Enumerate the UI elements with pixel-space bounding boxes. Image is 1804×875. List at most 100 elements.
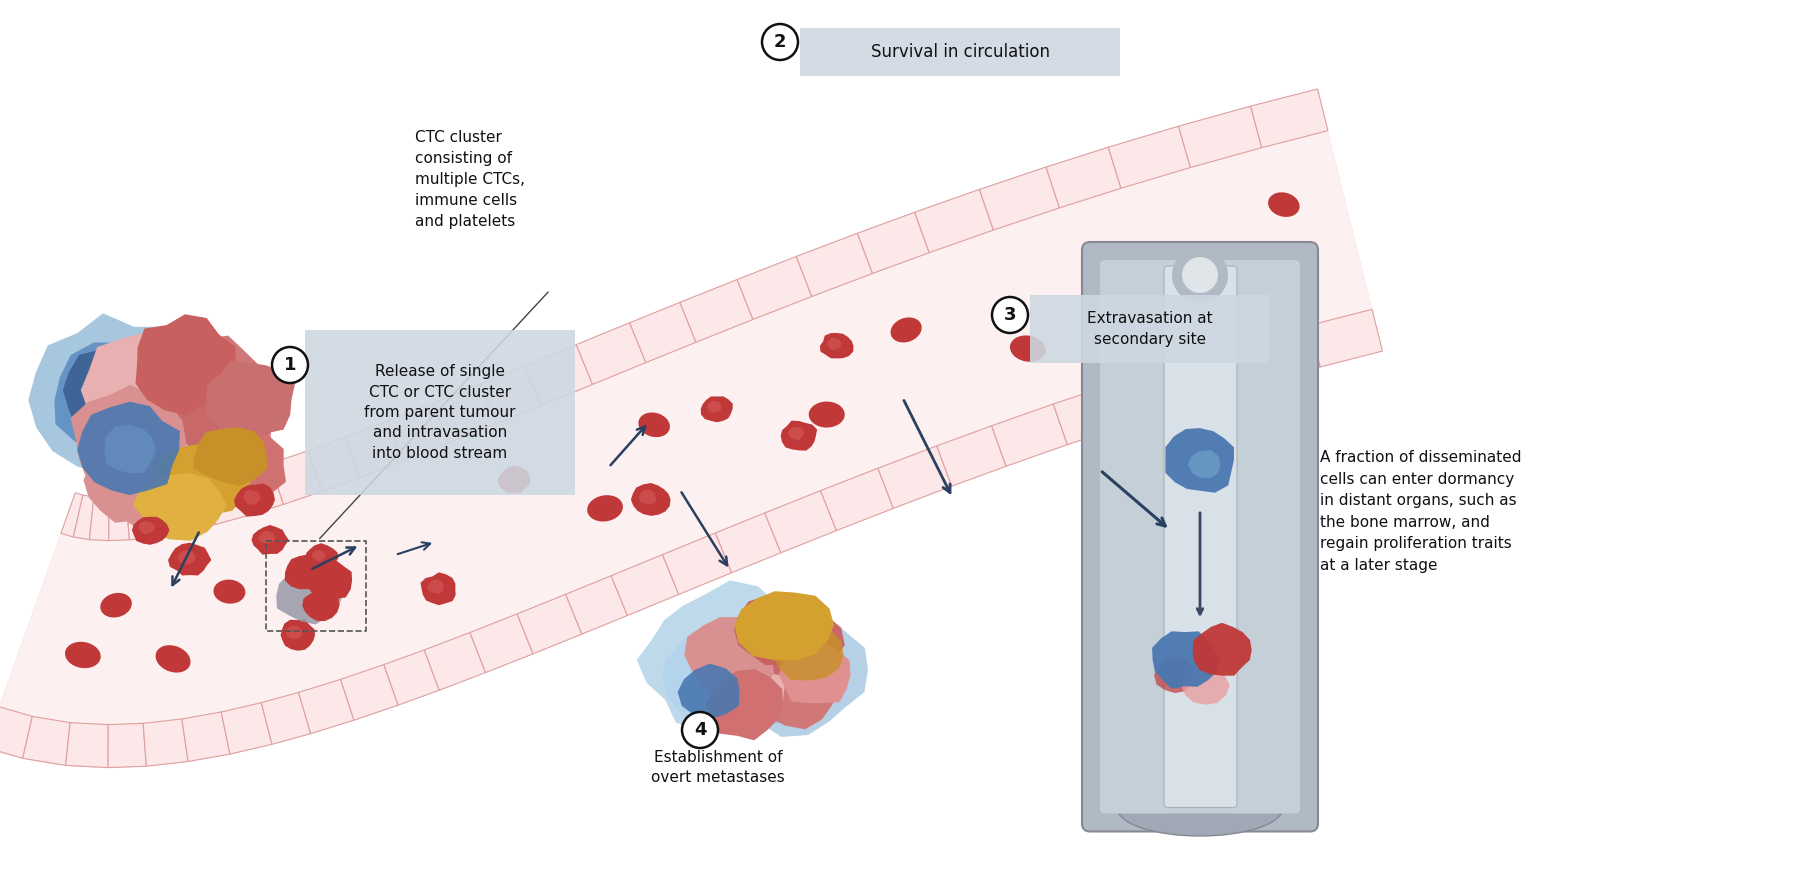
Polygon shape (105, 425, 155, 473)
FancyBboxPatch shape (1082, 242, 1319, 831)
Polygon shape (1241, 326, 1321, 386)
Polygon shape (54, 342, 188, 461)
Text: Survival in circulation: Survival in circulation (871, 43, 1050, 61)
Circle shape (761, 24, 797, 60)
Polygon shape (114, 444, 216, 538)
Polygon shape (146, 335, 265, 440)
Polygon shape (1046, 147, 1120, 208)
Polygon shape (525, 345, 592, 405)
Ellipse shape (1010, 335, 1046, 361)
Polygon shape (299, 679, 354, 733)
Polygon shape (433, 384, 496, 443)
Polygon shape (1108, 126, 1191, 188)
Polygon shape (759, 607, 844, 680)
Polygon shape (152, 393, 271, 502)
Polygon shape (0, 130, 1373, 724)
Polygon shape (126, 494, 155, 540)
Ellipse shape (1117, 781, 1283, 836)
Polygon shape (308, 438, 361, 491)
Polygon shape (168, 542, 211, 576)
Polygon shape (857, 213, 929, 274)
Circle shape (682, 712, 718, 748)
Ellipse shape (639, 412, 669, 438)
Polygon shape (175, 483, 216, 532)
Polygon shape (424, 633, 485, 690)
Polygon shape (1182, 665, 1230, 704)
Polygon shape (498, 466, 530, 493)
Polygon shape (1054, 382, 1129, 444)
Polygon shape (63, 346, 161, 438)
Polygon shape (61, 493, 83, 537)
Polygon shape (235, 464, 283, 516)
Polygon shape (305, 543, 339, 573)
Text: 2: 2 (774, 33, 787, 51)
Polygon shape (705, 669, 783, 740)
Text: Extravasation at
secondary site: Extravasation at secondary site (1088, 312, 1212, 346)
Polygon shape (188, 423, 287, 506)
Polygon shape (503, 472, 520, 484)
Polygon shape (108, 497, 130, 541)
Polygon shape (74, 495, 94, 540)
Polygon shape (1153, 631, 1220, 689)
Circle shape (1173, 247, 1229, 303)
Polygon shape (235, 484, 274, 516)
Polygon shape (826, 338, 842, 350)
Circle shape (992, 297, 1028, 333)
Polygon shape (81, 332, 209, 448)
Polygon shape (150, 490, 184, 537)
Polygon shape (702, 646, 785, 723)
Polygon shape (420, 572, 456, 605)
Polygon shape (707, 401, 722, 413)
FancyBboxPatch shape (1164, 266, 1238, 808)
Polygon shape (206, 474, 247, 524)
Ellipse shape (1268, 192, 1299, 217)
Polygon shape (700, 396, 732, 423)
Polygon shape (135, 314, 236, 415)
Polygon shape (915, 189, 994, 253)
Polygon shape (662, 533, 732, 594)
Polygon shape (428, 579, 444, 594)
Polygon shape (738, 256, 812, 319)
Polygon shape (1192, 623, 1252, 676)
Text: 3: 3 (1003, 306, 1016, 324)
Text: CTC cluster
consisting of
multiple CTCs,
immune cells
and platelets: CTC cluster consisting of multiple CTCs,… (415, 130, 525, 229)
Text: A fraction of disseminated
cells can enter dormancy
in distant organs, such as
t: A fraction of disseminated cells can ent… (1321, 450, 1521, 573)
Polygon shape (108, 724, 146, 767)
Polygon shape (631, 483, 671, 516)
Polygon shape (723, 601, 868, 737)
Polygon shape (781, 421, 817, 451)
Polygon shape (139, 521, 155, 535)
Polygon shape (1176, 344, 1254, 405)
Ellipse shape (65, 641, 101, 668)
Polygon shape (612, 555, 678, 615)
Polygon shape (630, 303, 696, 362)
Polygon shape (65, 723, 108, 767)
Polygon shape (779, 641, 850, 704)
Ellipse shape (213, 579, 245, 604)
Text: 4: 4 (695, 721, 705, 739)
Polygon shape (112, 346, 254, 473)
FancyBboxPatch shape (305, 330, 575, 495)
Polygon shape (177, 366, 281, 460)
Polygon shape (222, 703, 272, 754)
Text: 1: 1 (283, 356, 296, 374)
Polygon shape (471, 614, 532, 673)
Polygon shape (480, 366, 541, 424)
Polygon shape (662, 630, 781, 731)
Polygon shape (90, 497, 108, 541)
Polygon shape (23, 717, 70, 766)
Polygon shape (287, 626, 301, 640)
FancyBboxPatch shape (1030, 295, 1270, 363)
Polygon shape (388, 403, 449, 461)
Polygon shape (341, 665, 399, 720)
Polygon shape (0, 707, 32, 759)
Polygon shape (684, 617, 774, 697)
Polygon shape (716, 513, 781, 573)
Polygon shape (182, 712, 229, 761)
Text: Establishment of
overt metastases: Establishment of overt metastases (651, 750, 785, 786)
Polygon shape (819, 333, 853, 359)
Polygon shape (980, 167, 1059, 230)
Polygon shape (177, 550, 197, 564)
Polygon shape (29, 313, 209, 475)
Polygon shape (765, 491, 837, 553)
